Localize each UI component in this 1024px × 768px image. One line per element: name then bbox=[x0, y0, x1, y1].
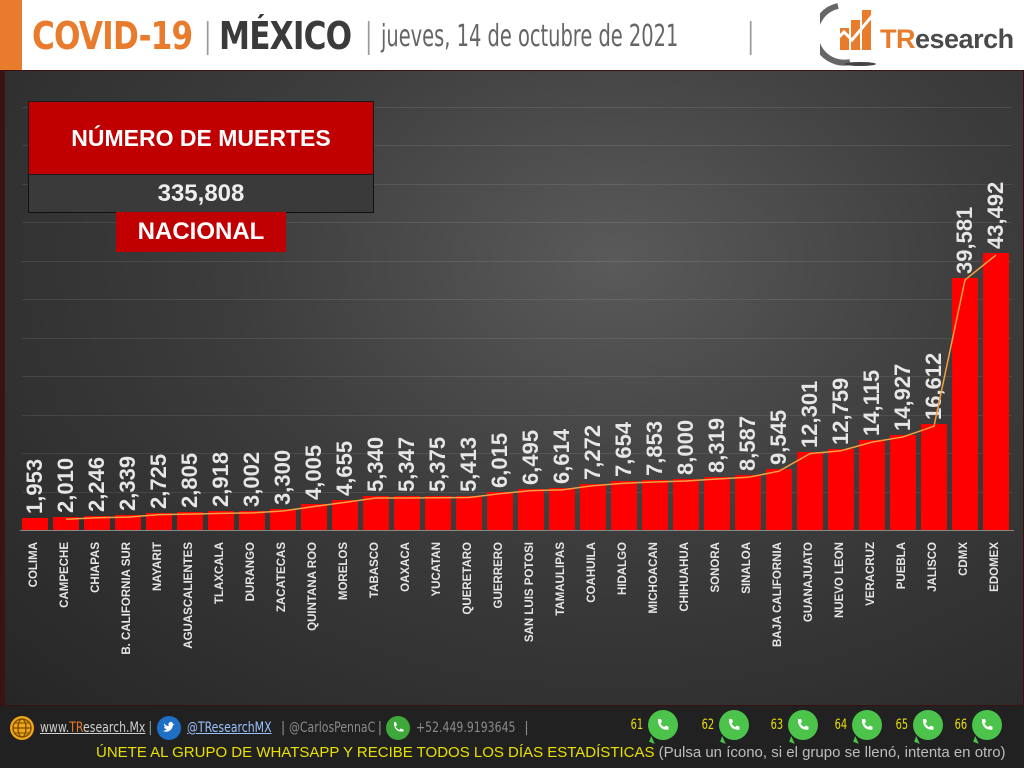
panel-border bbox=[1, 71, 5, 705]
whatsapp-group-button[interactable]: 66 bbox=[952, 710, 1002, 740]
title-country: MÉXICO bbox=[219, 14, 352, 58]
bar bbox=[642, 479, 668, 530]
footer-cta: ÚNETE AL GRUPO DE WHATSAPP Y RECIBE TODO… bbox=[96, 744, 1006, 761]
bar bbox=[828, 448, 854, 530]
header: COVID-19 | MÉXICO | jueves, 14 de octubr… bbox=[0, 0, 1024, 70]
separator: | bbox=[280, 720, 286, 736]
bar bbox=[890, 434, 916, 530]
bar bbox=[146, 512, 172, 530]
footer-contact-row: www.TResearch.Mx | @TResearchMX | @Carlo… bbox=[10, 714, 533, 742]
bar bbox=[239, 510, 265, 530]
bar bbox=[425, 495, 451, 530]
cta-note: (Pulsa un ícono, si el grupo se llenó, i… bbox=[658, 744, 1006, 761]
personal-handle: @CarlosPennaC bbox=[289, 720, 376, 736]
website-link[interactable]: www.TResearch.Mx bbox=[40, 720, 146, 736]
bar bbox=[115, 515, 141, 530]
bar bbox=[301, 504, 327, 530]
whatsapp-group-button[interactable]: 64 bbox=[832, 710, 882, 740]
whatsapp-group-button[interactable]: 62 bbox=[699, 710, 749, 740]
group-number: 64 bbox=[834, 717, 848, 733]
gridline bbox=[22, 338, 1012, 339]
bar bbox=[208, 511, 234, 530]
gridline bbox=[22, 453, 1012, 454]
whatsapp-group-button[interactable]: 63 bbox=[768, 710, 818, 740]
cta-text: ÚNETE AL GRUPO DE WHATSAPP Y RECIBE TODO… bbox=[96, 744, 655, 761]
title-separator: | bbox=[204, 16, 212, 56]
gridline bbox=[22, 107, 1012, 108]
whatsapp-icon[interactable] bbox=[971, 710, 1002, 740]
whatsapp-group-button[interactable]: 65 bbox=[893, 710, 943, 740]
bar bbox=[332, 500, 358, 530]
title-date: jueves, 14 de octubre de 2021 bbox=[380, 18, 679, 54]
bar bbox=[363, 495, 389, 530]
phone-number: +52.449.9193645 bbox=[416, 720, 516, 736]
bar bbox=[487, 491, 513, 530]
bar bbox=[921, 424, 947, 530]
gridline bbox=[22, 376, 1012, 377]
title-separator: | bbox=[365, 16, 373, 56]
bar bbox=[177, 512, 203, 530]
bar bbox=[53, 517, 79, 530]
gridline bbox=[22, 299, 1012, 300]
phone-icon[interactable] bbox=[386, 716, 411, 740]
kpi-heading: NÚMERO DE MUERTES bbox=[28, 101, 374, 175]
whatsapp-icon[interactable] bbox=[787, 710, 818, 740]
bar bbox=[84, 515, 110, 530]
bar bbox=[673, 479, 699, 530]
header-accent-bar bbox=[0, 0, 22, 70]
gridline bbox=[22, 261, 1012, 262]
gridline bbox=[22, 415, 1012, 416]
group-number: 61 bbox=[630, 717, 644, 733]
kpi-total-value: 335,808 bbox=[28, 175, 374, 213]
kpi-scope-badge: NACIONAL bbox=[116, 212, 286, 252]
whatsapp-icon[interactable] bbox=[718, 710, 749, 740]
group-number: 65 bbox=[895, 717, 909, 733]
page-title: COVID-19 | MÉXICO | jueves, 14 de octubr… bbox=[32, 10, 762, 62]
footer: www.TResearch.Mx | @TResearchMX | @Carlo… bbox=[0, 706, 1024, 768]
bar bbox=[735, 475, 761, 530]
separator: | bbox=[148, 720, 153, 736]
twitter-link[interactable]: @TResearchMX bbox=[186, 720, 272, 736]
twitter-icon[interactable] bbox=[156, 716, 181, 740]
globe-icon bbox=[10, 716, 34, 740]
bar bbox=[797, 451, 823, 530]
title-separator: | bbox=[747, 16, 755, 56]
bar bbox=[518, 488, 544, 530]
bar bbox=[456, 495, 482, 530]
bar bbox=[983, 253, 1009, 530]
group-number: 66 bbox=[954, 717, 968, 733]
bar bbox=[859, 440, 885, 530]
bar bbox=[580, 483, 606, 530]
whatsapp-icon[interactable] bbox=[851, 710, 882, 740]
gridline bbox=[22, 145, 1012, 146]
whatsapp-group-button[interactable]: 61 bbox=[628, 710, 678, 740]
bar bbox=[22, 517, 48, 530]
bar bbox=[611, 481, 637, 530]
separator: | bbox=[524, 720, 529, 736]
group-number: 62 bbox=[701, 717, 715, 733]
whatsapp-icon[interactable] bbox=[912, 710, 943, 740]
bar bbox=[549, 487, 575, 530]
logo-text: TResearch bbox=[880, 24, 1014, 54]
kpi-card: NÚMERO DE MUERTES 335,808 NACIONAL bbox=[28, 101, 374, 252]
bar bbox=[766, 469, 792, 530]
bar-chart-logo-icon bbox=[820, 3, 876, 66]
bar bbox=[394, 495, 420, 530]
tresearch-logo: TResearch bbox=[820, 2, 1024, 68]
x-axis bbox=[20, 530, 1014, 531]
group-number: 63 bbox=[770, 717, 784, 733]
gridline bbox=[22, 222, 1012, 223]
bar bbox=[704, 477, 730, 530]
bar bbox=[270, 508, 296, 530]
gridline bbox=[22, 184, 1012, 185]
whatsapp-icon[interactable] bbox=[647, 710, 678, 740]
title-covid: COVID-19 bbox=[32, 14, 193, 58]
separator: | bbox=[377, 720, 383, 736]
